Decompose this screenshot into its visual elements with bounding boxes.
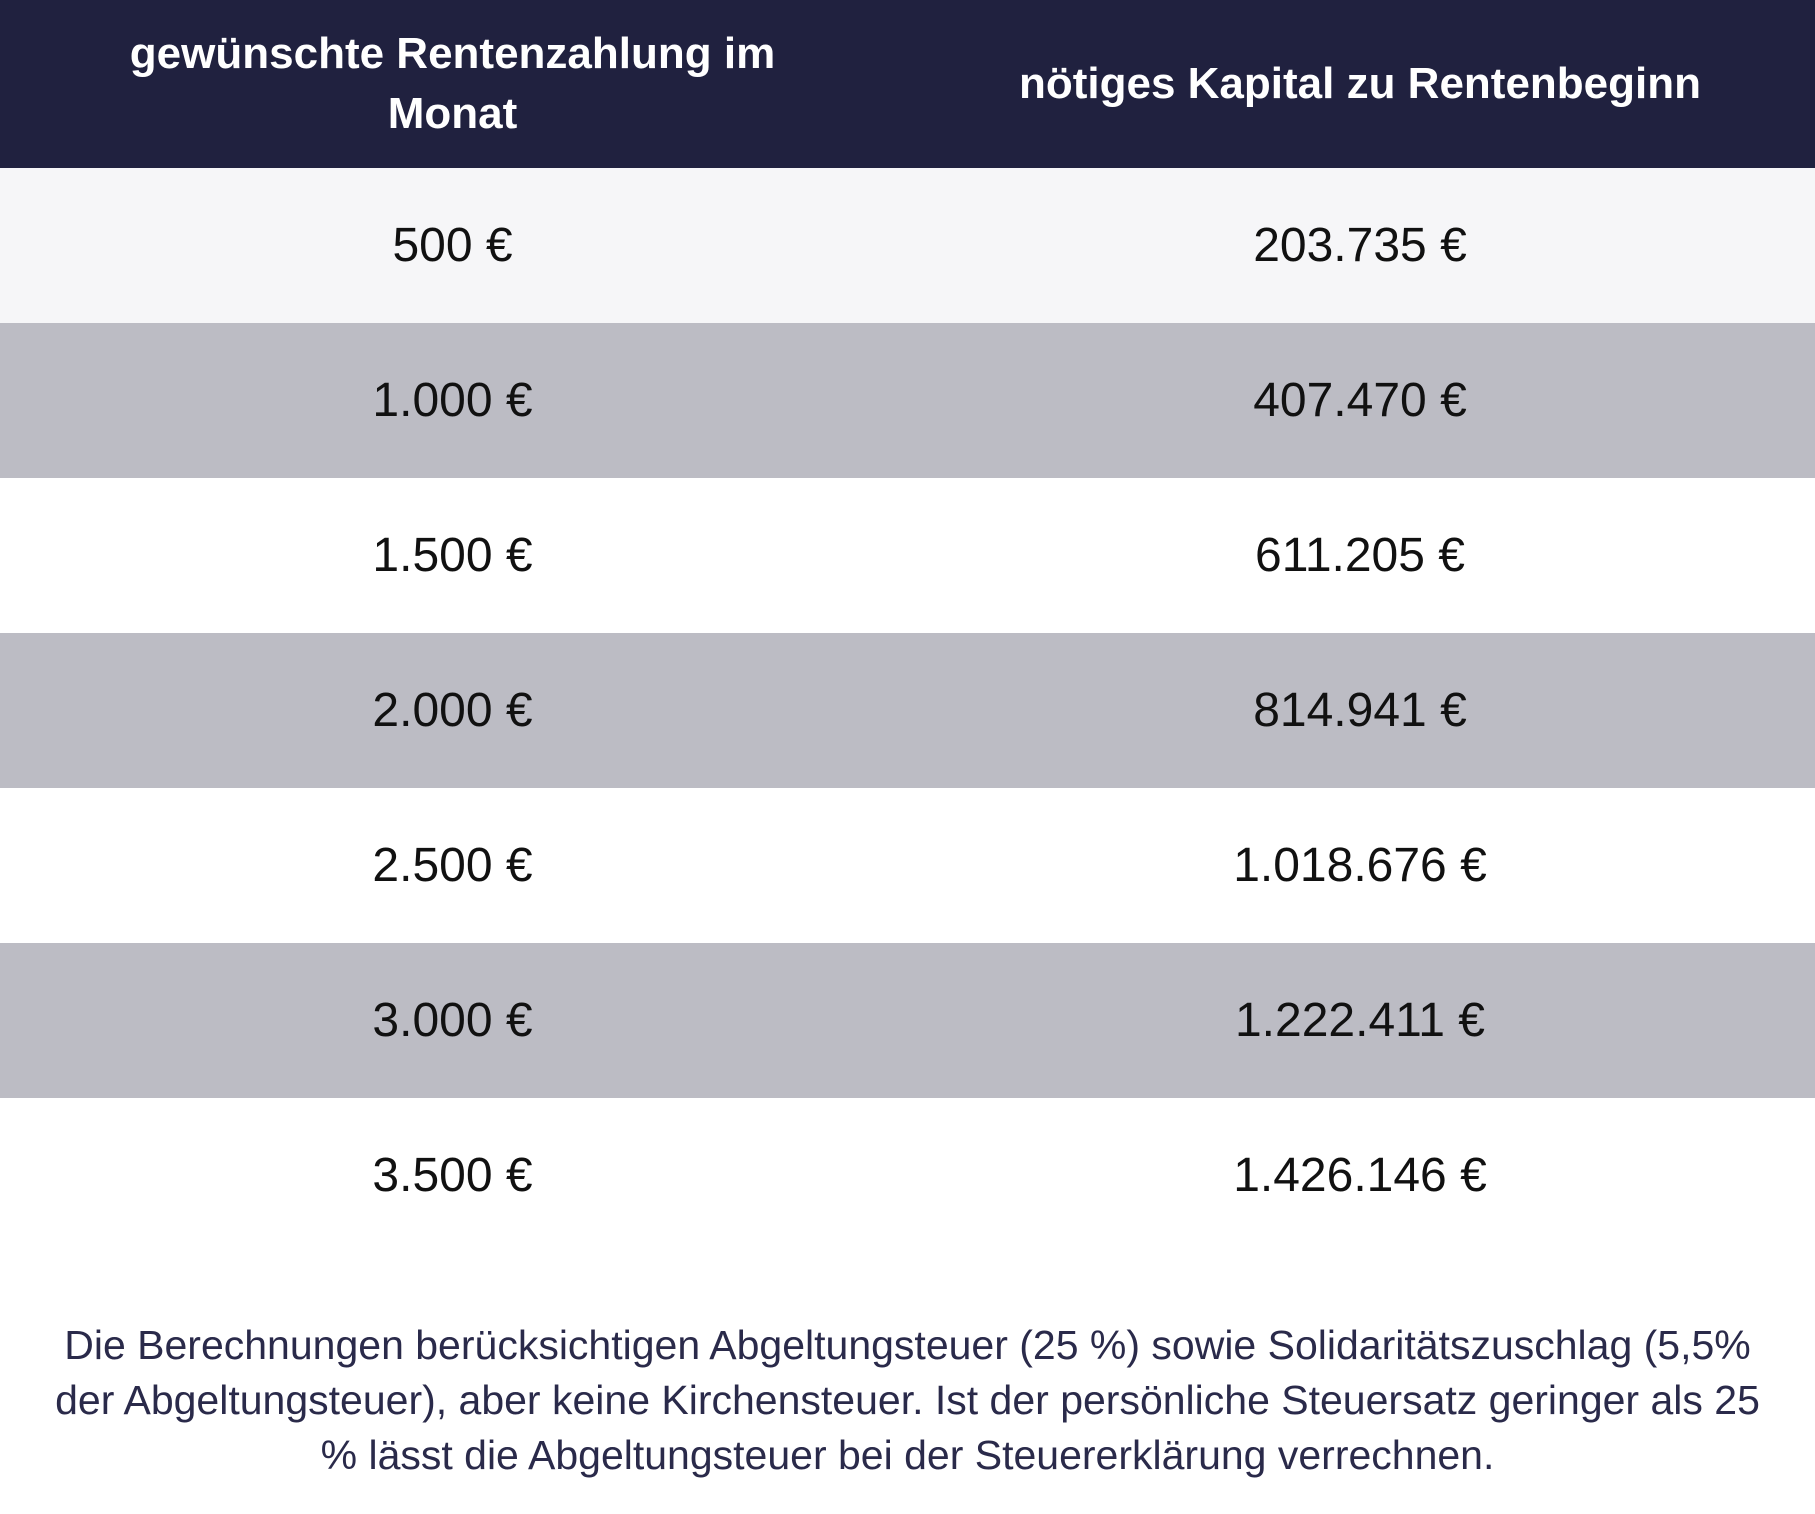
header-monthly-pension-label: gewünschte Rentenzahlung im Monat — [129, 29, 776, 138]
header-required-capital-label: nötiges Kapital zu Rentenbeginn — [1018, 59, 1702, 108]
required-capital-cell: 814.941 € — [1253, 684, 1467, 737]
monthly-pension-cell: 500 € — [392, 219, 513, 272]
monthly-pension-cell: 3.500 € — [372, 1149, 533, 1202]
header-monthly-pension: gewünschte Rentenzahlung im Monat — [0, 24, 905, 144]
required-capital-cell: 407.470 € — [1253, 374, 1467, 427]
required-capital-cell: 1.018.676 € — [1233, 839, 1487, 892]
table-row: 3.000 € 1.222.411 € — [0, 943, 1815, 1098]
required-capital-cell: 611.205 € — [1255, 529, 1465, 582]
monthly-pension-cell: 2.500 € — [372, 839, 533, 892]
header-required-capital: nötiges Kapital zu Rentenbeginn — [905, 54, 1815, 114]
monthly-pension-cell: 2.000 € — [372, 684, 533, 737]
table-header: gewünschte Rentenzahlung im Monat nötige… — [0, 0, 1815, 168]
table-row: 500 € 203.735 € — [0, 168, 1815, 323]
table-row: 1.000 € 407.470 € — [0, 323, 1815, 478]
table-row: 1.500 € 611.205 € — [0, 478, 1815, 633]
tax-footnote: Die Berechnungen berücksichtigen Abgeltu… — [55, 1322, 1760, 1478]
retirement-capital-table: gewünschte Rentenzahlung im Monat nötige… — [0, 0, 1815, 1253]
monthly-pension-cell: 1.000 € — [372, 374, 533, 427]
monthly-pension-cell: 3.000 € — [372, 994, 533, 1047]
required-capital-cell: 1.426.146 € — [1233, 1149, 1487, 1202]
table-row: 3.500 € 1.426.146 € — [0, 1098, 1815, 1253]
required-capital-cell: 1.222.411 € — [1234, 994, 1485, 1047]
required-capital-cell: 203.735 € — [1253, 219, 1467, 272]
table-row: 2.000 € 814.941 € — [0, 633, 1815, 788]
monthly-pension-cell: 1.500 € — [372, 529, 533, 582]
table-row: 2.500 € 1.018.676 € — [0, 788, 1815, 943]
